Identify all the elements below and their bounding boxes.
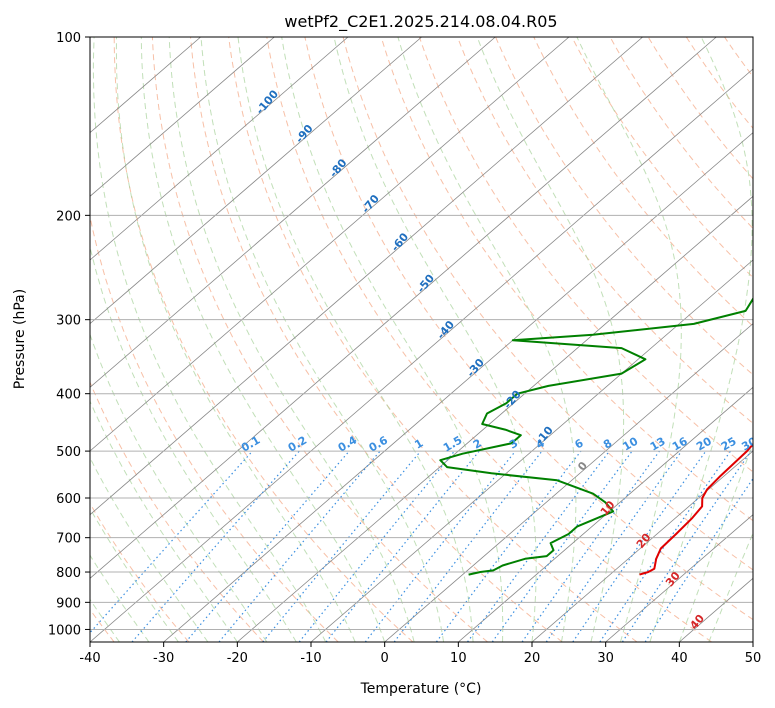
mixing-ratio-line [298,450,455,642]
dry-adiabat [342,37,753,571]
x-tick-label: 40 [671,651,688,666]
moist-adiabat [92,37,327,642]
isotherm [605,514,753,642]
moist-adiabat [168,37,415,642]
mixing-ratio-line [467,450,610,642]
chart-title: wetPf2_C2E1.2025.214.08.04.R05 [284,12,557,32]
y-tick-label: 500 [56,445,81,460]
x-tick-label: 0 [381,651,389,666]
mixing-ratio-line [262,450,422,642]
y-tick-label: 100 [56,31,81,46]
y-tick-label: 600 [56,492,81,507]
moist-adiabat [649,37,753,642]
moist-adiabat [90,554,150,642]
isotherm [90,37,422,325]
plot-frame [89,36,754,643]
y-tick-label: 900 [56,596,81,611]
dry-adiabat [380,37,753,522]
x-axis: -40 -30 -20 -10 0 10 20 30 40 50 [79,642,761,666]
dry-adiabat [418,37,753,473]
moist-adiabat [333,37,537,642]
mixing-ratio-line [131,450,300,642]
x-axis-label: Temperature (°C) [360,681,482,697]
moist-adiabat [237,37,474,642]
mixing-ratio-label: 30 [739,434,759,453]
x-tick-label: -20 [227,651,248,666]
dry-adiabat [304,37,753,621]
isotherm [310,259,753,642]
mixing-ratio-line [218,450,381,642]
dry-adiabat [90,380,264,642]
y-tick-label: 1000 [48,623,81,638]
mixing-ratio-line [185,450,350,642]
x-tick-label: -30 [153,651,174,666]
moist-adiabat [200,37,445,642]
moist-adiabat [281,37,504,642]
mixing-ratio-line [491,450,633,642]
isotherm [90,37,496,388]
moist-adiabat [476,37,625,642]
isotherm [90,37,643,516]
x-tick-label: -40 [79,651,100,666]
mixing-ratio-line [572,450,707,642]
moist-adiabat [90,332,268,642]
background-lines [90,37,753,642]
isotherm [90,37,275,197]
dry-adiabat [228,37,638,642]
moist-adiabat [576,37,682,642]
dry-adiabat [495,37,753,376]
mixing-ratio-line [644,477,753,642]
moist-adiabat [90,244,297,642]
mixing-ratio-line [325,450,480,642]
temperature-profile [639,442,753,576]
dry-adiabat [571,37,753,279]
profiles [439,297,753,576]
moist-adiabat [90,507,179,642]
x-tick-label: 30 [597,651,614,666]
mixing-ratio-line [521,450,660,642]
dry-adiabat [151,37,488,642]
y-tick-label: 400 [56,388,81,403]
isotherm [237,195,753,642]
mixing-ratio-line [435,450,582,642]
isotherm [90,37,349,261]
x-tick-label: 20 [524,651,541,666]
y-axis: 100 200 300 400 500 600 700 800 900 1000 [48,31,90,638]
isotherm [90,37,570,452]
pressure-grid [90,37,753,630]
dry-adiabat [113,37,414,642]
moist-adiabat [90,456,209,642]
moist-adiabat [90,399,238,642]
isotherm [531,450,753,642]
moist-adiabat [708,531,753,642]
isotherm [458,386,753,642]
x-tick-label: 50 [745,651,762,666]
isotherm [90,68,753,642]
moist-adiabat [678,442,753,642]
moist-adiabat [140,37,386,642]
y-axis-label: Pressure (hPa) [12,289,28,389]
dry-adiabat [190,37,563,642]
y-tick-label: 700 [56,532,81,547]
y-tick-label: 200 [56,209,81,224]
moist-adiabat [115,37,356,642]
y-tick-label: 300 [56,314,81,329]
x-tick-label: 10 [450,651,467,666]
dewpoint-profile [439,297,753,576]
y-tick-label: 800 [56,566,81,581]
x-tick-label: -10 [300,651,321,666]
isotherm [384,323,753,642]
dry-adiabat [266,37,712,642]
mixing-ratio-line [545,450,683,642]
dry-adiabat [90,213,339,642]
isotherm [90,37,717,579]
dry-adiabat [647,37,753,180]
